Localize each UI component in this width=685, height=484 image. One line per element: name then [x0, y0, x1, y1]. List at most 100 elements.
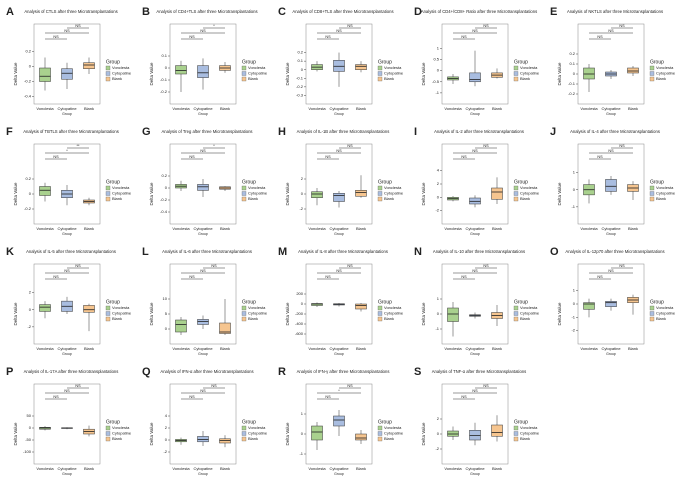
significance-label: NS	[189, 395, 195, 399]
panel-letter: J	[550, 126, 556, 138]
legend-swatch	[513, 316, 519, 322]
y-tick-label: -2	[435, 446, 439, 451]
plot-area	[169, 383, 237, 465]
chart-title: Analysis of Treg after three Microtransp…	[161, 129, 252, 134]
legend-label: Cytopatine	[656, 191, 676, 196]
legend-title: Group	[378, 419, 392, 425]
y-tick-label: 0	[301, 301, 304, 306]
x-tick-label: Blank	[220, 226, 230, 231]
y-tick-label: 0	[165, 437, 168, 442]
y-axis-label: Delta Value	[285, 302, 290, 325]
y-axis-label: Delta Value	[557, 182, 562, 205]
box	[197, 65, 209, 78]
legend-swatch	[105, 191, 111, 196]
significance-label: NS	[53, 395, 59, 399]
significance-label: *	[66, 149, 68, 153]
x-axis-label: Group	[198, 472, 208, 476]
legend-label: Cytopatine	[248, 431, 268, 436]
legend-label: Cytopatine	[520, 191, 540, 196]
x-tick-label: Cytopatine	[601, 346, 621, 351]
legend-label: Cytopatine	[112, 71, 132, 76]
y-tick-label: 0	[573, 301, 576, 306]
y-tick-label: -0.2	[24, 206, 32, 211]
legend-title: Group	[650, 299, 664, 305]
legend-label: Blank	[384, 316, 394, 321]
y-tick-label: -1	[571, 204, 575, 209]
y-tick-label: 0	[573, 187, 576, 192]
legend-title: Group	[378, 179, 392, 185]
x-tick-label: Vonclesta	[308, 346, 326, 351]
y-tick-label: 1	[301, 411, 304, 416]
legend-label: Vonclesta	[112, 65, 130, 70]
y-axis-label: Delta Value	[13, 422, 18, 445]
y-tick-label: 1	[573, 170, 576, 175]
x-tick-label: Vonclesta	[36, 106, 54, 111]
panel-letter: P	[6, 366, 13, 378]
panel-letter: E	[550, 6, 557, 18]
legend-label: Cytopatine	[520, 431, 540, 436]
legend-swatch	[105, 185, 111, 191]
significance-label: NS	[53, 155, 59, 159]
x-tick-label: Vonclesta	[172, 226, 190, 231]
x-tick-label: Blank	[84, 466, 94, 471]
plot-area	[441, 143, 509, 225]
legend-label: Vonclesta	[520, 185, 538, 190]
y-tick-label: -50	[25, 437, 32, 442]
x-axis-label: Group	[198, 232, 208, 236]
chart-title: Analysis of IL-10 after three Microtrans…	[433, 249, 525, 254]
x-tick-label: Blank	[628, 106, 638, 111]
significance-label: NS	[461, 35, 467, 39]
x-tick-label: Blank	[492, 346, 502, 351]
y-tick-label: -0.2	[296, 84, 304, 89]
panel-letter: G	[142, 126, 151, 138]
significance-label: NS	[200, 29, 206, 33]
y-axis-label: Delta Value	[149, 302, 154, 325]
plot-area	[33, 383, 101, 465]
y-tick-label: 0.5	[433, 57, 439, 62]
legend-swatch	[649, 305, 655, 311]
legend-label: Vonclesta	[656, 185, 674, 190]
significance-label: NS	[461, 395, 467, 399]
significance-label: NS	[53, 275, 59, 279]
plot-area	[305, 143, 373, 225]
y-tick-label: 0.2	[25, 176, 31, 181]
legend-swatch	[649, 311, 655, 316]
significance-label: NS	[325, 395, 331, 399]
x-axis-label: Group	[62, 112, 72, 116]
significance-label: *	[338, 389, 340, 393]
box	[333, 415, 345, 427]
y-tick-label: 2	[301, 176, 304, 181]
legend-label: Cytopatine	[656, 71, 676, 76]
x-tick-label: Blank	[356, 106, 366, 111]
y-axis-label: Delta Value	[421, 422, 426, 445]
y-tick-label: 0	[437, 311, 440, 316]
box	[175, 319, 187, 333]
legend-title: Group	[242, 59, 256, 65]
significance-label: **	[77, 144, 80, 148]
legend-swatch	[241, 436, 247, 442]
legend-label: Blank	[656, 196, 666, 201]
y-tick-label: 0	[301, 431, 304, 436]
chart-title: Analysis of NKTLS after three Microtrans…	[567, 9, 663, 14]
legend-swatch	[241, 305, 247, 311]
significance-label: NS	[336, 149, 342, 153]
significance-label: NS	[325, 155, 331, 159]
legend-label: Blank	[520, 76, 530, 81]
chart-title: Analysis of TNF-α after three Microtrans…	[432, 369, 527, 374]
y-axis-label: Delta Value	[421, 302, 426, 325]
significance-label: NS	[619, 24, 625, 28]
legend-swatch	[105, 316, 111, 322]
x-tick-label: Blank	[84, 346, 94, 351]
y-tick-label: 0	[29, 307, 32, 312]
significance-label: NS	[75, 24, 81, 28]
significance-label: NS	[75, 264, 81, 268]
legend-swatch	[513, 311, 519, 316]
y-tick-label: 2	[29, 290, 32, 295]
x-tick-label: Blank	[356, 466, 366, 471]
legend-label: Cytopatine	[248, 191, 268, 196]
legend-swatch	[513, 305, 519, 311]
box	[83, 62, 95, 69]
legend-swatch	[377, 76, 383, 82]
significance-label: NS	[200, 389, 206, 393]
x-tick-label: Vonclesta	[308, 466, 326, 471]
